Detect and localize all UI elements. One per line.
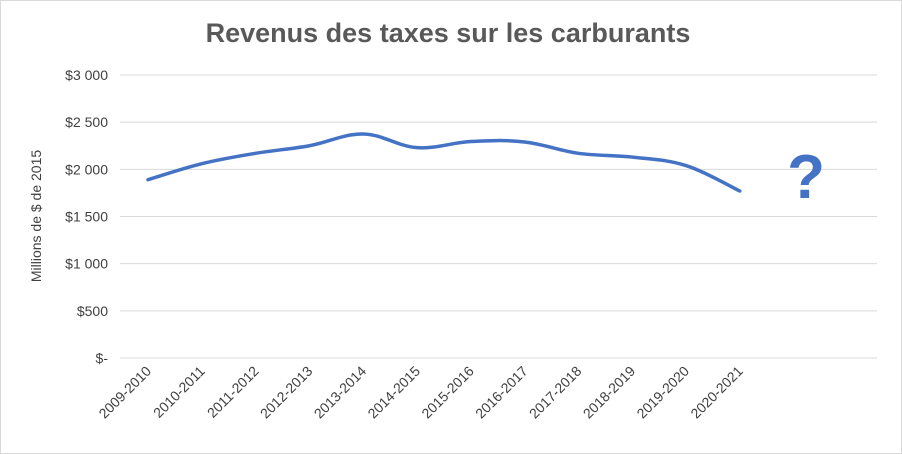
x-tick-label: 2011-2012 [204,363,262,421]
chart-title: Revenus des taxes sur les carburants [206,18,691,48]
x-tick-label: 2020-2021 [687,363,746,422]
y-tick-label: $- [96,350,109,366]
x-tick-labels: 2009-20102010-20112011-20122012-20132013… [95,363,746,422]
x-tick-label: 2015-2016 [418,363,477,422]
x-tick-label: 2016-2017 [472,363,531,422]
x-tick-label: 2010-2011 [150,363,208,421]
x-tick-label: 2019-2020 [633,363,692,422]
x-tick-label: 2017-2018 [526,363,585,422]
y-tick-label: $3 000 [65,67,108,83]
x-tick-label: 2018-2019 [580,363,639,422]
x-tick-label: 2014-2015 [364,363,423,422]
y-tick-label: $1 000 [65,256,108,272]
x-tick-label: 2009-2010 [95,363,154,422]
x-tick-label: 2013-2014 [311,363,370,422]
y-tick-label: $500 [77,303,108,319]
y-tick-label: $2 500 [65,114,108,130]
y-axis-label: Millions de $ de 2015 [28,150,44,283]
gridlines [120,74,877,359]
y-tick-labels: $- $500 $1 000 $1 500 $2 000 $2 500 $3 000 [65,67,108,366]
question-mark-annotation: ? [787,143,825,212]
x-tick-label: 2012-2013 [257,363,316,422]
y-tick-label: $1 500 [65,209,108,225]
y-tick-label: $2 000 [65,161,108,177]
series-line [146,132,742,193]
